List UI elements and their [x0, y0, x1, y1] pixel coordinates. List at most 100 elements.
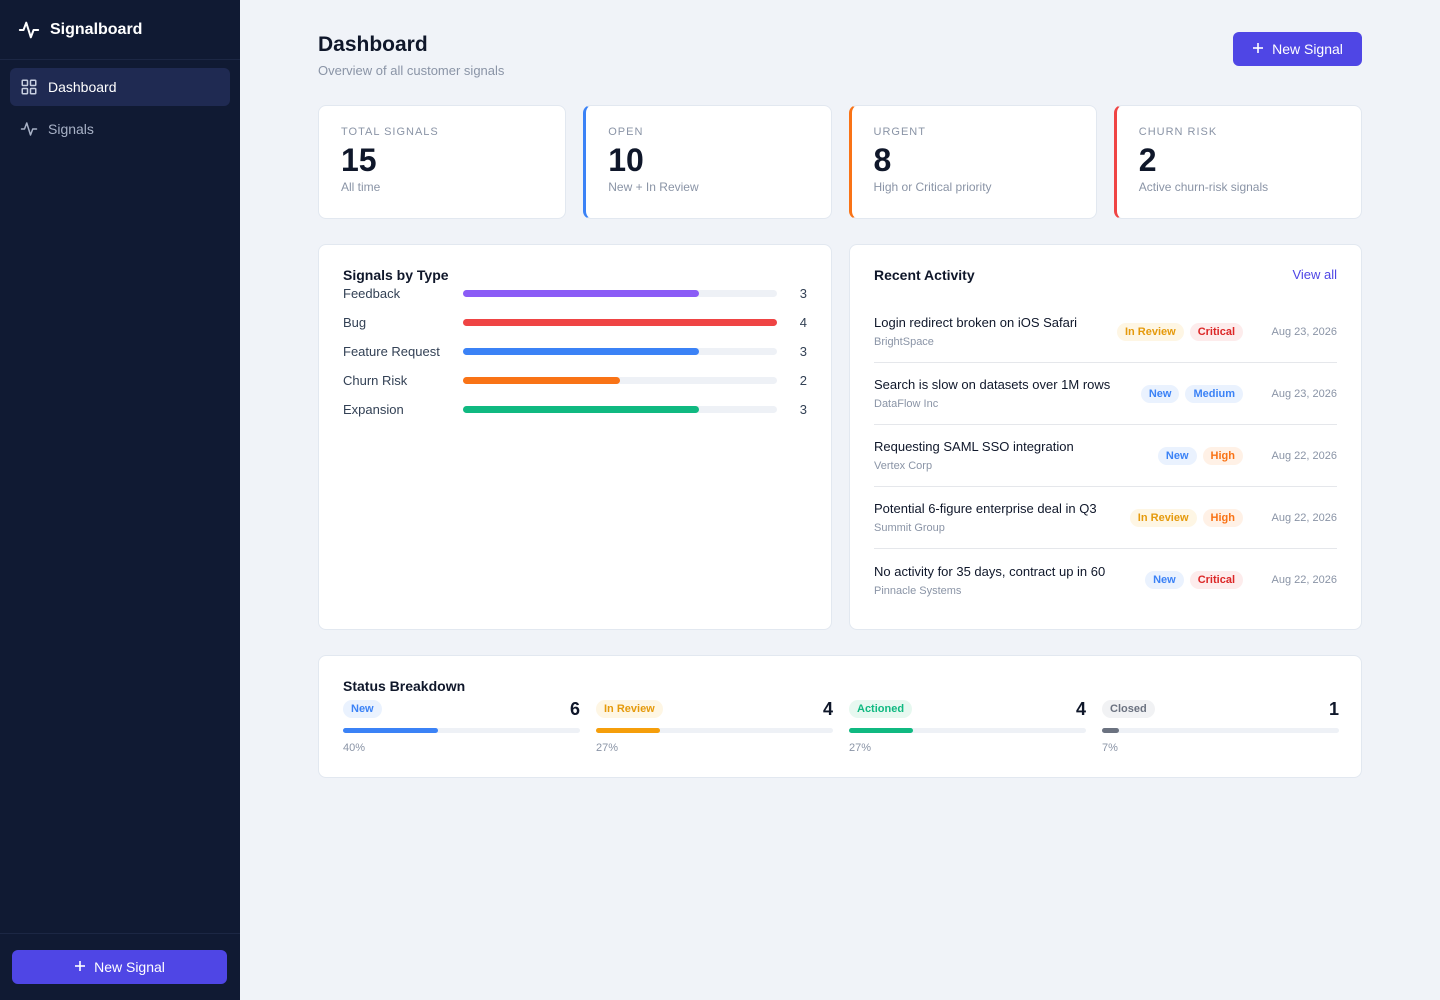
sidebar: Signalboard Dashboard Signals New Signal — [0, 0, 240, 1000]
status-badge: New — [1140, 384, 1180, 403]
status-bar-track — [343, 728, 580, 733]
status-top: Actioned 4 — [849, 698, 1086, 720]
stat-label: CHURN RISK — [1138, 126, 1218, 138]
status-bar-fill — [596, 728, 660, 733]
priority-badge: Critical — [1189, 322, 1243, 341]
activity-company: DataFlow Inc — [874, 398, 939, 410]
dashboard-grid-icon — [20, 78, 38, 96]
type-row: Feature Request 3 — [343, 337, 807, 366]
status-percent: 7% — [1102, 742, 1118, 754]
type-row: Bug 4 — [343, 308, 807, 337]
plus-icon — [74, 959, 86, 975]
type-bar-track — [463, 348, 777, 355]
page-header: Dashboard Overview of all customer signa… — [318, 0, 1362, 105]
status-badge: New — [343, 700, 382, 718]
type-label: Expansion — [343, 402, 404, 417]
status-count: 4 — [1075, 698, 1086, 719]
brand: Signalboard — [0, 0, 240, 60]
activity-badges: New Medium — [1140, 384, 1243, 403]
priority-badge: Medium — [1185, 384, 1243, 403]
status-percent: 40% — [343, 742, 366, 754]
sidebar-item-dashboard[interactable]: Dashboard — [10, 68, 230, 106]
type-label: Churn Risk — [343, 373, 408, 388]
stat-card-total: TOTAL SIGNALS 15 All time — [318, 105, 567, 219]
card-title: Status Breakdown — [343, 678, 466, 694]
type-count: 3 — [799, 286, 807, 301]
activity-item[interactable]: Requesting SAML SSO integration Vertex C… — [874, 425, 1337, 487]
activity-company: Pinnacle Systems — [874, 584, 962, 597]
button-label: New Signal — [1272, 41, 1343, 57]
status-bar-track — [1102, 728, 1339, 733]
status-count: 6 — [569, 698, 580, 719]
status-badge: Closed — [1102, 700, 1155, 718]
activity-date: Aug 22, 2026 — [1271, 449, 1337, 462]
type-bar-fill — [463, 290, 699, 297]
type-bar-track — [463, 319, 777, 326]
card-title: Recent Activity — [874, 267, 975, 283]
activity-item[interactable]: No activity for 35 days, contract up in … — [874, 549, 1337, 611]
page-title: Dashboard — [318, 33, 428, 56]
stat-caption: All time — [341, 180, 381, 194]
priority-badge: High — [1202, 446, 1243, 465]
plus-icon — [1252, 41, 1264, 57]
status-bar-fill — [343, 728, 438, 733]
priority-badge: Critical — [1189, 571, 1243, 589]
type-bar-fill — [463, 348, 699, 355]
view-all-link[interactable]: View all — [1292, 267, 1337, 282]
pulse-icon — [20, 120, 38, 138]
status-badge: Actioned — [849, 700, 913, 718]
stat-card-churn-risk: CHURN RISK 2 Active churn-risk signals — [1113, 105, 1362, 219]
activity-list: Login redirect broken on iOS Safari Brig… — [874, 301, 1337, 611]
status-count: 4 — [822, 698, 833, 719]
status-badge: New — [1157, 446, 1197, 465]
activity-title: Search is slow on datasets over 1M rows — [874, 377, 1111, 392]
activity-text: Potential 6-figure enterprise deal in Q3… — [874, 501, 1130, 534]
recent-activity-card: Recent Activity View all Login redirect … — [849, 244, 1362, 630]
type-bar-track — [463, 290, 777, 297]
activity-company: Vertex Corp — [874, 460, 933, 472]
type-bars: Feedback 3 Bug 4 Feature Request 3 Churn… — [343, 279, 807, 424]
type-count: 3 — [799, 344, 807, 359]
activity-item[interactable]: Potential 6-figure enterprise deal in Q3… — [874, 487, 1337, 549]
activity-badges: New High — [1157, 446, 1243, 465]
activity-title: No activity for 35 days, contract up in … — [874, 563, 1106, 579]
sidebar-item-label: Signals — [48, 121, 94, 137]
sidebar-new-signal-button[interactable]: New Signal — [12, 950, 227, 984]
activity-date: Aug 23, 2026 — [1271, 387, 1337, 400]
type-bar-fill — [463, 406, 699, 413]
sidebar-nav: Dashboard Signals — [0, 60, 240, 156]
new-signal-button[interactable]: New Signal — [1233, 32, 1362, 66]
middle-row: Signals by Type Feedback 3 Bug 4 Feature… — [318, 244, 1362, 630]
type-label: Bug — [343, 315, 367, 330]
activity-title: Requesting SAML SSO integration — [874, 439, 1074, 454]
page-subtitle: Overview of all customer signals — [318, 63, 505, 78]
activity-company: Summit Group — [874, 522, 945, 534]
activity-item[interactable]: Search is slow on datasets over 1M rows … — [874, 363, 1337, 425]
sidebar-item-signals[interactable]: Signals — [10, 110, 230, 148]
activity-item[interactable]: Login redirect broken on iOS Safari Brig… — [874, 301, 1337, 363]
status-item-in-review: In Review 4 27% — [596, 698, 833, 754]
activity-text: No activity for 35 days, contract up in … — [874, 564, 1145, 597]
status-percent: 27% — [596, 742, 619, 754]
type-row: Churn Risk 2 — [343, 366, 807, 395]
stat-caption: High or Critical priority — [873, 180, 992, 194]
status-bar-track — [849, 728, 1086, 733]
activity-company: BrightSpace — [874, 336, 934, 348]
status-grid: New 6 40% In Review 4 27% Actioned 4 — [343, 698, 1339, 754]
status-badge: In Review — [596, 700, 663, 718]
type-bar-fill — [463, 319, 777, 326]
activity-badges: New Critical — [1145, 571, 1243, 589]
type-row: Feedback 3 — [343, 279, 807, 308]
status-item-new: New 6 40% — [343, 698, 580, 754]
stat-card-open: OPEN 10 New + In Review — [583, 105, 832, 219]
main-content: Dashboard Overview of all customer signa… — [318, 0, 1362, 778]
stat-value: 8 — [873, 142, 892, 178]
stat-caption: New + In Review — [608, 180, 699, 194]
status-top: Closed 1 — [1102, 698, 1339, 720]
stat-value: 2 — [1138, 142, 1157, 178]
status-percent: 27% — [849, 742, 872, 754]
button-label: New Signal — [94, 959, 165, 975]
stat-value: 10 — [608, 142, 644, 178]
stat-value: 15 — [341, 142, 377, 178]
stat-label: URGENT — [873, 126, 926, 138]
